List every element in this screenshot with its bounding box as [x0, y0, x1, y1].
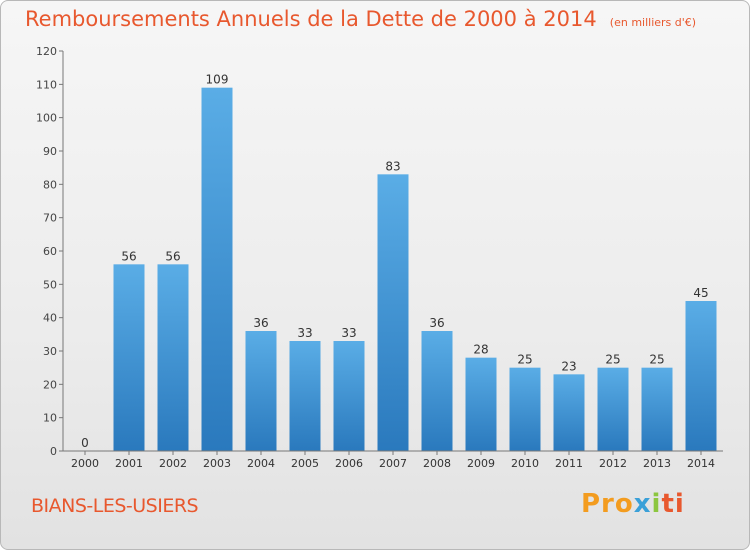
value-label-2009: 28	[473, 343, 488, 357]
bar-2006	[333, 341, 365, 451]
value-label-2001: 56	[121, 249, 136, 263]
y-tick-label: 110	[36, 78, 57, 91]
x-tick-label-2003: 2003	[203, 457, 231, 470]
value-label-2000: 0	[81, 436, 89, 450]
x-tick-label-2013: 2013	[643, 457, 671, 470]
y-tick-label: 60	[43, 245, 57, 258]
bar-2011	[553, 374, 585, 451]
x-tick-label-2009: 2009	[467, 457, 495, 470]
bar-2010	[509, 367, 541, 451]
y-tick-label: 50	[43, 278, 57, 291]
value-label-2012: 25	[605, 353, 620, 367]
x-tick-label-2012: 2012	[599, 457, 627, 470]
y-tick-label: 20	[43, 378, 57, 391]
x-tick-label-2004: 2004	[247, 457, 275, 470]
x-tick-label-2007: 2007	[379, 457, 407, 470]
bar-2005	[289, 341, 321, 451]
value-label-2013: 25	[649, 353, 664, 367]
bar-2012	[597, 367, 629, 451]
y-tick-label: 0	[50, 445, 57, 458]
x-tick-label-2001: 2001	[115, 457, 143, 470]
bar-2013	[641, 367, 673, 451]
x-tick-label-2005: 2005	[291, 457, 319, 470]
value-label-2005: 33	[297, 326, 312, 340]
x-tick-label-2014: 2014	[687, 457, 715, 470]
y-tick-label: 30	[43, 345, 57, 358]
value-label-2014: 45	[693, 286, 708, 300]
proxiti-logo: Proxiti	[581, 489, 685, 519]
x-tick-label-2011: 2011	[555, 457, 583, 470]
x-tick-label-2006: 2006	[335, 457, 363, 470]
y-tick-label: 100	[36, 112, 57, 125]
value-label-2002: 56	[165, 249, 180, 263]
chart-title-block: Remboursements Annuels de la Dette de 20…	[25, 7, 696, 31]
bar-2008	[421, 331, 453, 451]
y-tick-label: 70	[43, 212, 57, 225]
commune-name: BIANS-LES-USIERS	[31, 495, 199, 517]
bar-2003	[201, 87, 233, 452]
value-label-2010: 25	[517, 353, 532, 367]
y-tick-label: 80	[43, 178, 57, 191]
x-tick-label-2010: 2010	[511, 457, 539, 470]
x-tick-label-2008: 2008	[423, 457, 451, 470]
bar-2014	[685, 301, 717, 451]
bar-2009	[465, 357, 497, 451]
x-tick-label-2000: 2000	[71, 457, 99, 470]
value-label-2011: 23	[561, 359, 576, 373]
y-tick-label: 10	[43, 412, 57, 425]
value-label-2003: 109	[206, 73, 229, 87]
y-tick-label: 120	[36, 45, 57, 58]
value-label-2008: 36	[429, 316, 444, 330]
value-label-2004: 36	[253, 316, 268, 330]
y-tick-label: 90	[43, 145, 57, 158]
value-label-2007: 83	[385, 159, 400, 173]
bar-2001	[113, 264, 145, 451]
chart-unit-note: (en milliers d'€)	[609, 16, 697, 29]
chart-title: Remboursements Annuels de la Dette de 20…	[25, 7, 597, 31]
bar-2002	[157, 264, 189, 451]
x-tick-label-2002: 2002	[159, 457, 187, 470]
value-label-2006: 33	[341, 326, 356, 340]
bar-2007	[377, 174, 409, 452]
bar-2004	[245, 331, 277, 451]
y-tick-label: 40	[43, 312, 57, 325]
